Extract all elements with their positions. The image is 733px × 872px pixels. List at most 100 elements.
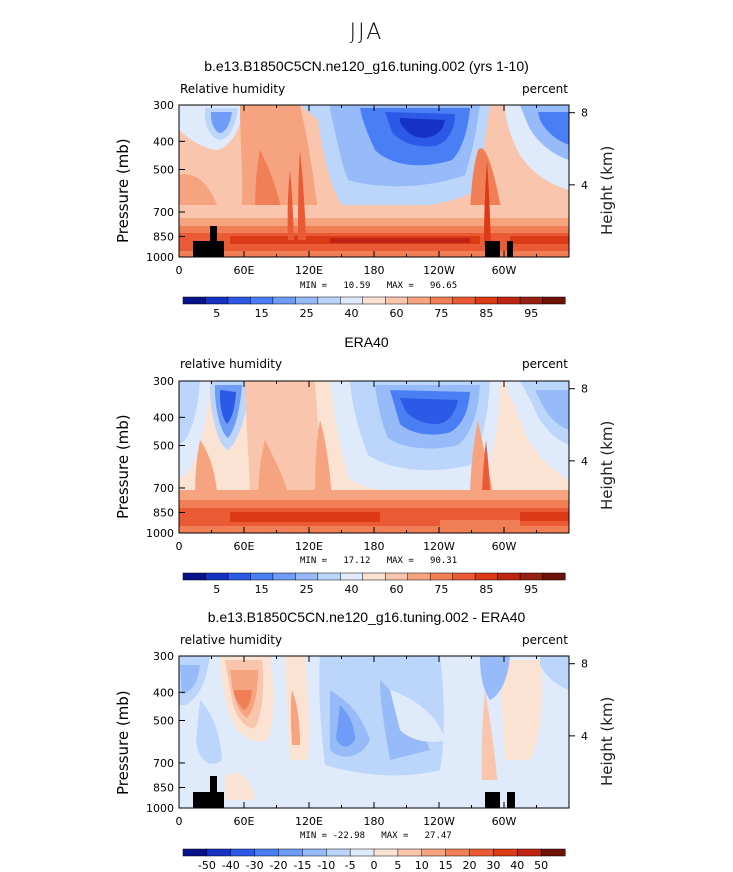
colorbar-swatch bbox=[272, 572, 296, 581]
height-tick-label: 8 bbox=[581, 107, 588, 120]
pressure-tick-label: 1000 bbox=[146, 251, 174, 264]
colorbar-swatch bbox=[230, 848, 256, 857]
colorbar-swatch bbox=[326, 848, 351, 857]
colorbar-label: -30 bbox=[246, 859, 264, 872]
height-tick-label: 8 bbox=[581, 383, 588, 396]
colorbar-swatch bbox=[317, 296, 341, 305]
colorbars: 5 15 25 40 60 75 85 955 15 25 40 60 75 85 95-50 -40 -30-… bbox=[182, 296, 566, 872]
main-title: JJA bbox=[349, 20, 384, 45]
lon-tick-label: 120W bbox=[423, 815, 455, 828]
colorbar-swatch bbox=[349, 848, 375, 857]
colorbar-label: 5 bbox=[394, 859, 401, 872]
colorbar-label: 40 bbox=[345, 307, 359, 320]
colorbar-swatch bbox=[182, 296, 207, 305]
colorbar-swatch bbox=[445, 848, 471, 857]
panel-3-title: b.e13.B1850C5CN.ne120_g16.tuning.002 - E… bbox=[207, 609, 526, 625]
colorbar-swatch bbox=[340, 296, 364, 305]
lon-tick-label: 60W bbox=[492, 540, 517, 553]
pressure-tick-label: 850 bbox=[153, 781, 174, 794]
lon-tick-label: 180 bbox=[364, 264, 385, 277]
height-tick-label: 8 bbox=[581, 658, 588, 671]
colorbar-label: 5 bbox=[213, 307, 220, 320]
pressure-tick-label: 850 bbox=[153, 230, 174, 243]
colorbar-swatch bbox=[278, 848, 303, 857]
lon-tick-label: 0 bbox=[176, 264, 183, 277]
lon-tick-label: 60E bbox=[234, 264, 255, 277]
pressure-tick-label: 300 bbox=[153, 99, 174, 112]
colorbar-swatch bbox=[227, 572, 251, 581]
colorbar-swatch bbox=[340, 572, 364, 581]
colorbar-swatch bbox=[497, 296, 521, 305]
axis-ticks: 300 400 5 0 0 700 850 1000 8 40 60E 120E 180 120W 60W 3… bbox=[146, 99, 588, 828]
panel-2-var-label: relative humidity bbox=[180, 357, 283, 371]
colorbar-swatch bbox=[205, 572, 229, 581]
panel-1-unit-label: percent bbox=[522, 82, 568, 96]
lon-tick-label: 60E bbox=[234, 540, 255, 553]
pressure-tick-label: 1000 bbox=[146, 802, 174, 815]
colorbar-swatch bbox=[373, 848, 399, 857]
colorbar-swatch bbox=[362, 296, 386, 305]
colorbar-swatch bbox=[474, 296, 499, 305]
panel-2-plot bbox=[179, 381, 569, 533]
pressure-tick-label: 400 bbox=[153, 411, 174, 424]
colorbar-label: 95 bbox=[524, 307, 538, 320]
colorbar-label: 30 bbox=[486, 859, 500, 872]
colorbar-swatch bbox=[254, 848, 280, 857]
colorbar-swatch bbox=[407, 572, 431, 581]
colorbar-swatch bbox=[362, 572, 386, 581]
colorbar-swatch bbox=[519, 296, 544, 305]
colorbar-label: 20 bbox=[463, 859, 477, 872]
colorbar-swatch bbox=[493, 848, 518, 857]
lon-tick-label: 60E bbox=[234, 815, 255, 828]
panel-1-var-label: Relative humidity bbox=[180, 82, 286, 96]
colorbar-swatch bbox=[384, 296, 409, 305]
pressure-tick-label: 300 bbox=[153, 650, 174, 663]
pressure-tick-label: 400 bbox=[153, 135, 174, 148]
colorbar-swatch bbox=[519, 572, 544, 581]
colorbar-swatch bbox=[302, 848, 327, 857]
colorbar-label: 95 bbox=[524, 583, 538, 596]
colorbar-label: -10 bbox=[317, 859, 335, 872]
colorbar-swatch bbox=[272, 296, 296, 305]
colorbar-swatch bbox=[182, 572, 207, 581]
panel-1-plot bbox=[179, 105, 569, 257]
panel-3-plot bbox=[179, 656, 569, 808]
colorbar-swatch bbox=[205, 296, 229, 305]
panel-1-title: b.e13.B1850C5CN.ne120_g16.tuning.002 (yr… bbox=[204, 58, 529, 74]
colorbar-swatch bbox=[429, 296, 454, 305]
panel-1-minmax: MIN = 10.59 MAX = 96.65 bbox=[300, 281, 458, 291]
colorbar-label: 5 bbox=[213, 583, 220, 596]
pressure-tick-label: 400 bbox=[153, 686, 174, 699]
panel-3-minmax: MIN = -22.98 MAX = 27.47 bbox=[300, 831, 452, 841]
colorbar-swatch bbox=[452, 296, 476, 305]
lon-tick-label: 180 bbox=[364, 815, 385, 828]
colorbar-swatch bbox=[542, 296, 566, 305]
colorbar-swatch bbox=[407, 296, 431, 305]
pressure-tick-label: 850 bbox=[153, 506, 174, 519]
colorbar-label: 15 bbox=[439, 859, 453, 872]
pressure-tick-label: 700 bbox=[153, 482, 174, 495]
colorbar-label: 15 bbox=[255, 583, 269, 596]
lon-tick-label: 120E bbox=[295, 540, 323, 553]
colorbar-swatch bbox=[497, 572, 521, 581]
pressure-tick-label: 1000 bbox=[146, 527, 174, 540]
colorbar-swatch bbox=[227, 296, 251, 305]
lon-tick-label: 60W bbox=[492, 815, 517, 828]
colorbar-swatch bbox=[317, 572, 341, 581]
colorbar-label: 75 bbox=[434, 307, 448, 320]
colorbar-label: -15 bbox=[293, 859, 311, 872]
colorbar-label: -40 bbox=[222, 859, 240, 872]
colorbar-label: 40 bbox=[345, 583, 359, 596]
colorbar-swatch bbox=[421, 848, 447, 857]
colorbar-swatch bbox=[517, 848, 542, 857]
colorbar-swatch bbox=[474, 572, 499, 581]
lon-tick-label: 0 bbox=[176, 540, 183, 553]
panel-3-var-label: relative humidity bbox=[180, 633, 283, 647]
lon-tick-label: 120W bbox=[423, 540, 455, 553]
colorbar-swatch bbox=[206, 848, 232, 857]
colorbar-label: -5 bbox=[345, 859, 356, 872]
height-tick-label: 4 bbox=[581, 730, 588, 743]
panel-2-minmax: MIN = 17.12 MAX = 90.31 bbox=[300, 556, 458, 566]
colorbar-label: 0 bbox=[371, 859, 378, 872]
pressure-tick-label: 700 bbox=[153, 206, 174, 219]
